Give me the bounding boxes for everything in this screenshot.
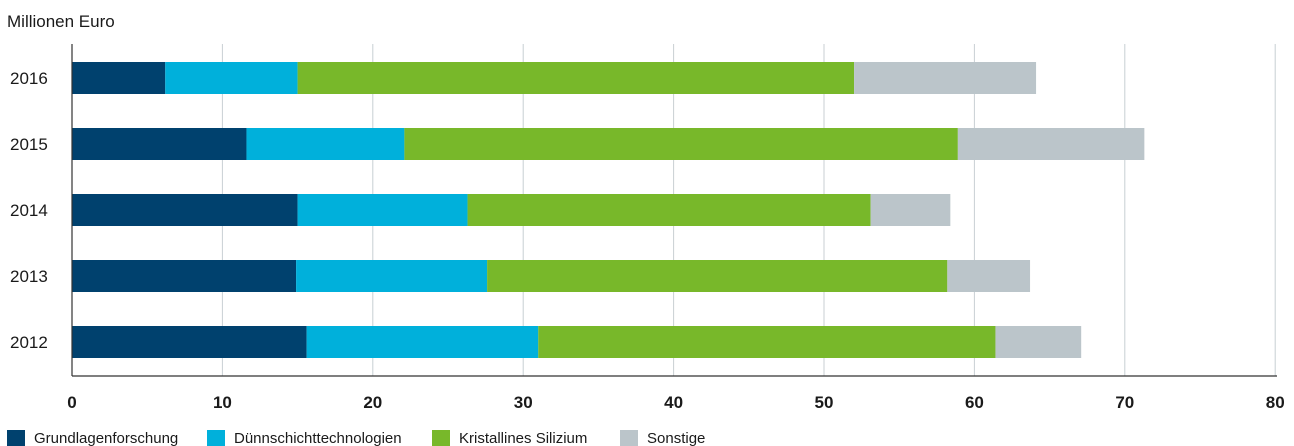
bar-2016-sonstige [854, 62, 1037, 94]
legend-swatch-3 [620, 430, 638, 446]
legend-swatch-0 [7, 430, 25, 446]
bar-2014-grundlagenforschung [72, 194, 298, 226]
bar-2014-d-nnschichttechnologien [297, 194, 468, 226]
x-tick-label-0: 0 [67, 393, 76, 412]
legend-label-2: Kristallines Silizium [459, 430, 587, 446]
category-label-2013: 2013 [10, 267, 48, 286]
legend: Grundlagenforschung Dünnschichttechnologi… [7, 430, 705, 446]
category-label-2014: 2014 [10, 201, 48, 220]
category-label-2012: 2012 [10, 333, 48, 352]
bar-2015-sonstige [957, 128, 1145, 160]
bar-2016-grundlagenforschung [72, 62, 166, 94]
x-tick-label-80: 80 [1266, 393, 1285, 412]
bar-2014-sonstige [870, 194, 951, 226]
bars [72, 62, 1145, 358]
bar-2012-d-nnschichttechnologien [306, 326, 539, 358]
legend-label-1: Dünnschichttechnologien [234, 430, 402, 446]
bar-2016-kristallines-silizium [297, 62, 855, 94]
x-tick-label-70: 70 [1115, 393, 1134, 412]
legend-label-0: Grundlagenforschung [34, 430, 178, 446]
x-tick-label-10: 10 [213, 393, 232, 412]
bar-2015-d-nnschichttechnologien [246, 128, 405, 160]
bar-2016-d-nnschichttechnologien [165, 62, 298, 94]
legend-swatch-1 [207, 430, 225, 446]
x-tick-label-40: 40 [664, 393, 683, 412]
x-axis: 0 10 20 30 40 50 60 70 80 2016 2015 2014 2013 2012 [10, 44, 1285, 412]
legend-swatch-2 [432, 430, 450, 446]
unit-label: Millionen Euro [7, 12, 115, 31]
bar-2013-d-nnschichttechnologien [296, 260, 488, 292]
legend-label-3: Sonstige [647, 430, 705, 446]
x-tick-label-20: 20 [363, 393, 382, 412]
bar-2013-grundlagenforschung [72, 260, 297, 292]
bar-2012-kristallines-silizium [538, 326, 996, 358]
bar-2012-grundlagenforschung [72, 326, 307, 358]
bar-2015-grundlagenforschung [72, 128, 247, 160]
bar-2012-sonstige [995, 326, 1082, 358]
bar-2014-kristallines-silizium [467, 194, 871, 226]
bar-2013-sonstige [947, 260, 1031, 292]
x-tick-label-60: 60 [965, 393, 984, 412]
category-label-2016: 2016 [10, 69, 48, 88]
bar-2015-kristallines-silizium [404, 128, 958, 160]
bar-2013-kristallines-silizium [487, 260, 948, 292]
category-label-2015: 2015 [10, 135, 48, 154]
x-tick-label-50: 50 [815, 393, 834, 412]
x-tick-label-30: 30 [514, 393, 533, 412]
